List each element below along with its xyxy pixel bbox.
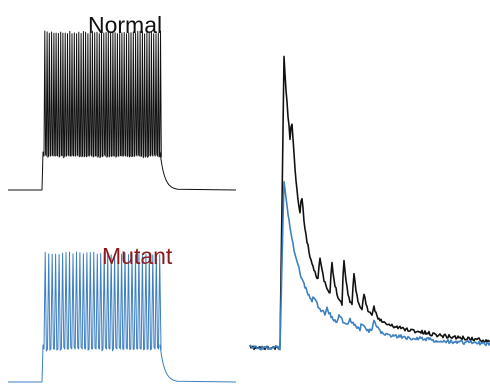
mutant-label: Mutant bbox=[102, 243, 173, 269]
mutant-trace bbox=[8, 251, 237, 383]
traces bbox=[8, 30, 490, 383]
mutant-transient bbox=[249, 180, 490, 351]
normal-transient bbox=[249, 55, 490, 351]
normal-trace bbox=[8, 30, 237, 191]
normal-label: Normal bbox=[88, 12, 162, 38]
